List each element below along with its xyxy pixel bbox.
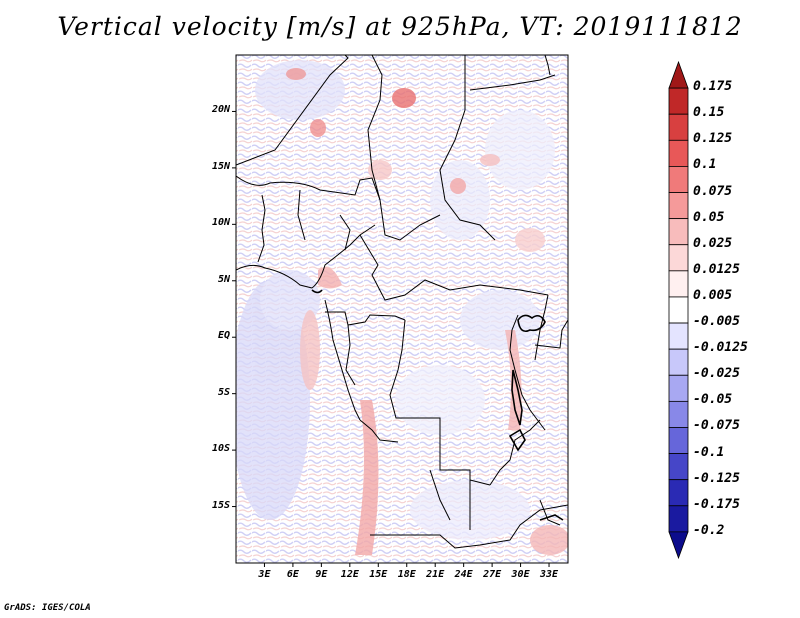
colorbar-level-label: -0.075 bbox=[693, 418, 740, 434]
colorbar-level-label: -0.05 bbox=[693, 392, 733, 408]
lon-tick-label: 30E bbox=[511, 569, 530, 580]
colorbar-level-label: -0.175 bbox=[693, 496, 740, 512]
colorbar-swatch bbox=[668, 270, 689, 298]
lat-tick-label: 15S bbox=[211, 499, 230, 511]
colorbar-level-label: 0.075 bbox=[693, 183, 733, 199]
lon-tick-label: 6E bbox=[286, 569, 299, 580]
colorbar-level-label: -0.125 bbox=[693, 470, 740, 486]
colorbar-swatch bbox=[668, 427, 689, 454]
colorbar-swatch bbox=[668, 479, 689, 507]
colorbar-swatch bbox=[668, 374, 689, 402]
lon-tick-label: 24E bbox=[454, 569, 473, 580]
colorbar-level-label: 0.1 bbox=[693, 157, 717, 173]
lat-tick-label: 20N bbox=[211, 104, 230, 116]
colorbar-swatch bbox=[668, 139, 689, 167]
colorbar-swatch bbox=[668, 531, 689, 560]
lon-tick-label: 21E bbox=[426, 569, 445, 580]
colorbar-swatch bbox=[668, 87, 689, 115]
lat-tick-label: 5S bbox=[217, 386, 230, 398]
colorbar-swatch bbox=[668, 166, 689, 193]
colorbar-swatch bbox=[668, 192, 689, 220]
colorbar-level-label: 0.175 bbox=[693, 79, 733, 95]
lon-tick-label: 33E bbox=[539, 569, 559, 580]
colorbar-level-label: 0.15 bbox=[693, 105, 725, 121]
lat-tick-label: 15N bbox=[211, 160, 230, 172]
colorbar-swatch bbox=[668, 453, 689, 481]
lon-tick-label: 27E bbox=[483, 569, 502, 580]
colorbar-level-label: 0.05 bbox=[693, 209, 725, 225]
colorbar-level-label: 0.005 bbox=[693, 287, 733, 303]
colorbar-swatch bbox=[668, 244, 689, 272]
colorbar-level-label: -0.0125 bbox=[693, 340, 748, 356]
lat-tick-label: 10N bbox=[211, 217, 230, 229]
colorbar-swatch bbox=[668, 60, 689, 89]
colorbar-level-label: 0.0125 bbox=[693, 261, 740, 277]
colorbar-swatch bbox=[668, 113, 689, 141]
lat-tick-label: 5N bbox=[217, 273, 230, 285]
colorbar-swatch bbox=[668, 322, 689, 350]
map-title: Vertical velocity [m/s] at 925hPa, VT: 2… bbox=[57, 12, 743, 41]
colorbar-level-label: -0.1 bbox=[693, 444, 725, 460]
colorbar-swatch bbox=[668, 505, 689, 533]
colorbar-level-label: -0.025 bbox=[693, 366, 740, 382]
colorbar-level-label: -0.2 bbox=[693, 522, 725, 538]
colorbar-level-label: 0.025 bbox=[693, 235, 733, 251]
lon-tick-label: 15E bbox=[369, 569, 388, 580]
lon-tick-label: 18E bbox=[397, 569, 416, 580]
colorbar-level-label: -0.005 bbox=[693, 314, 740, 330]
colorbar-swatch bbox=[668, 400, 689, 428]
lat-tick-label: 10S bbox=[211, 443, 230, 455]
colorbar-swatch bbox=[668, 296, 689, 324]
lon-tick-label: 9E bbox=[315, 569, 328, 580]
colorbar-swatch bbox=[668, 348, 689, 376]
colorbar-swatch bbox=[668, 218, 689, 246]
grads-credit: GrADS: IGES/COLA bbox=[4, 603, 91, 613]
lat-tick-label: EQ bbox=[217, 330, 230, 342]
lon-tick-label: 12E bbox=[340, 569, 359, 580]
colorbar-level-label: 0.125 bbox=[693, 131, 733, 147]
lon-tick-label: 3E bbox=[258, 569, 271, 580]
